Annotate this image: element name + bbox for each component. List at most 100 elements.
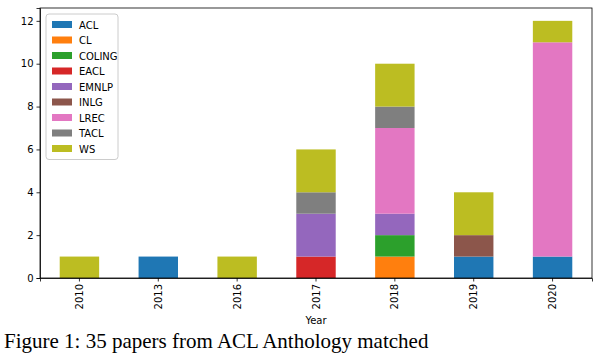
legend-label: ACL <box>79 20 99 31</box>
legend: ACLCLCOLINGEACLEMNLPINLGLRECTACLWS <box>46 14 118 160</box>
bar <box>139 256 178 257</box>
legend-label: COLING <box>79 51 118 62</box>
y-tick-label: 2 <box>27 230 33 241</box>
legend-label: WS <box>79 144 95 155</box>
bar <box>454 257 493 278</box>
legend-entry: ACL <box>52 20 99 31</box>
y-tick-mark <box>37 149 41 150</box>
x-tick-label: 2013 <box>153 284 164 309</box>
series-bars <box>139 257 573 278</box>
bar <box>375 257 414 278</box>
x-tick-mark <box>473 278 474 282</box>
bars <box>60 21 573 278</box>
legend-label: EMNLP <box>79 82 113 93</box>
series-bars <box>375 42 572 256</box>
bar <box>296 192 335 213</box>
y-tick-label: 10 <box>21 58 34 69</box>
legend-label: TACL <box>78 128 104 139</box>
series-bars <box>454 235 493 256</box>
x-tick: 2018 <box>389 278 400 309</box>
series-bars <box>375 257 414 278</box>
y-tick-label: 12 <box>21 16 34 27</box>
legend-swatch <box>52 83 72 90</box>
series-bars <box>296 257 335 278</box>
y-tick-label: 8 <box>27 101 33 112</box>
y-tick: 0 <box>27 273 40 284</box>
x-tick-label: 2020 <box>547 284 558 309</box>
bar <box>139 256 178 257</box>
bar <box>375 107 414 128</box>
x-axis-line <box>41 279 593 282</box>
bar <box>139 256 178 257</box>
x-tick-mark <box>316 278 317 282</box>
plot: 0 2 4 6 8 10 12 2010 2013 2016 2017 2018 2019 2020 Yea… <box>21 8 593 326</box>
bar <box>139 256 178 257</box>
y-tick-mark <box>37 107 41 108</box>
x-tick-label: 2019 <box>468 284 479 309</box>
legend-entry: EACL <box>52 66 105 77</box>
legend-entry: LREC <box>52 113 105 124</box>
bar <box>296 214 335 257</box>
x-tick-label: 2016 <box>232 284 243 309</box>
bar <box>375 128 414 214</box>
caption: Figure 1: 35 papers from ACL Anthology m… <box>4 329 429 353</box>
legend-swatch <box>52 68 72 75</box>
legend-entry: COLING <box>52 51 118 62</box>
bar <box>296 257 335 278</box>
y-tick-mark <box>37 235 41 236</box>
x-tick: 2010 <box>74 278 85 309</box>
legend-entry: WS <box>52 144 95 155</box>
bar <box>454 235 493 256</box>
x-tick-mark <box>158 278 159 282</box>
legend-box <box>46 14 118 160</box>
bar <box>60 257 99 278</box>
legend-swatch <box>52 130 72 137</box>
bar <box>217 257 256 278</box>
x-tick: 2016 <box>232 278 243 309</box>
y-tick: 8 <box>27 101 40 112</box>
y-tick: 6 <box>27 144 40 155</box>
bar <box>375 64 414 107</box>
bar <box>533 42 572 256</box>
bar <box>454 192 493 235</box>
x-tick: 2019 <box>468 278 479 309</box>
legend-swatch <box>52 99 72 106</box>
y-axis-line <box>37 9 41 279</box>
x-tick: 2013 <box>153 278 164 309</box>
chart: 0 2 4 6 8 10 12 2010 2013 2016 2017 2018 2019 2020 Yea… <box>0 0 598 354</box>
y-tick: 10 <box>21 58 40 69</box>
legend-entry: EMNLP <box>52 82 113 93</box>
bar <box>139 256 178 257</box>
legend-swatch <box>52 21 72 28</box>
y-tick-mark <box>37 192 41 193</box>
frame <box>40 8 592 278</box>
bar <box>375 235 414 256</box>
legend-entry: TACL <box>52 128 104 139</box>
y-tick-mark <box>37 64 41 65</box>
bar <box>139 256 178 257</box>
legend-swatch <box>52 52 72 59</box>
x-tick-mark <box>394 278 395 282</box>
bar <box>139 256 178 257</box>
x-axis-title: Year <box>304 315 327 326</box>
legend-entry: INLG <box>52 97 103 108</box>
legend-swatch <box>52 114 72 121</box>
y-tick-label: 0 <box>27 273 33 284</box>
y-tick-label: 4 <box>27 187 33 198</box>
x-tick-mark <box>79 278 80 282</box>
y-tick: 2 <box>27 230 40 241</box>
bar <box>296 149 335 192</box>
x-tick-mark <box>552 278 553 282</box>
legend-label: LREC <box>79 113 105 124</box>
x-tick-label: 2017 <box>311 284 322 309</box>
legend-swatch <box>52 145 72 152</box>
series-bars <box>296 107 414 214</box>
series-bars <box>296 214 414 257</box>
bar <box>533 257 572 278</box>
series-bars <box>375 235 414 256</box>
bar <box>533 21 572 42</box>
y-tick-label: 6 <box>27 144 33 155</box>
bar <box>375 214 414 235</box>
x-tick: 2017 <box>311 278 322 309</box>
bar <box>139 257 178 278</box>
